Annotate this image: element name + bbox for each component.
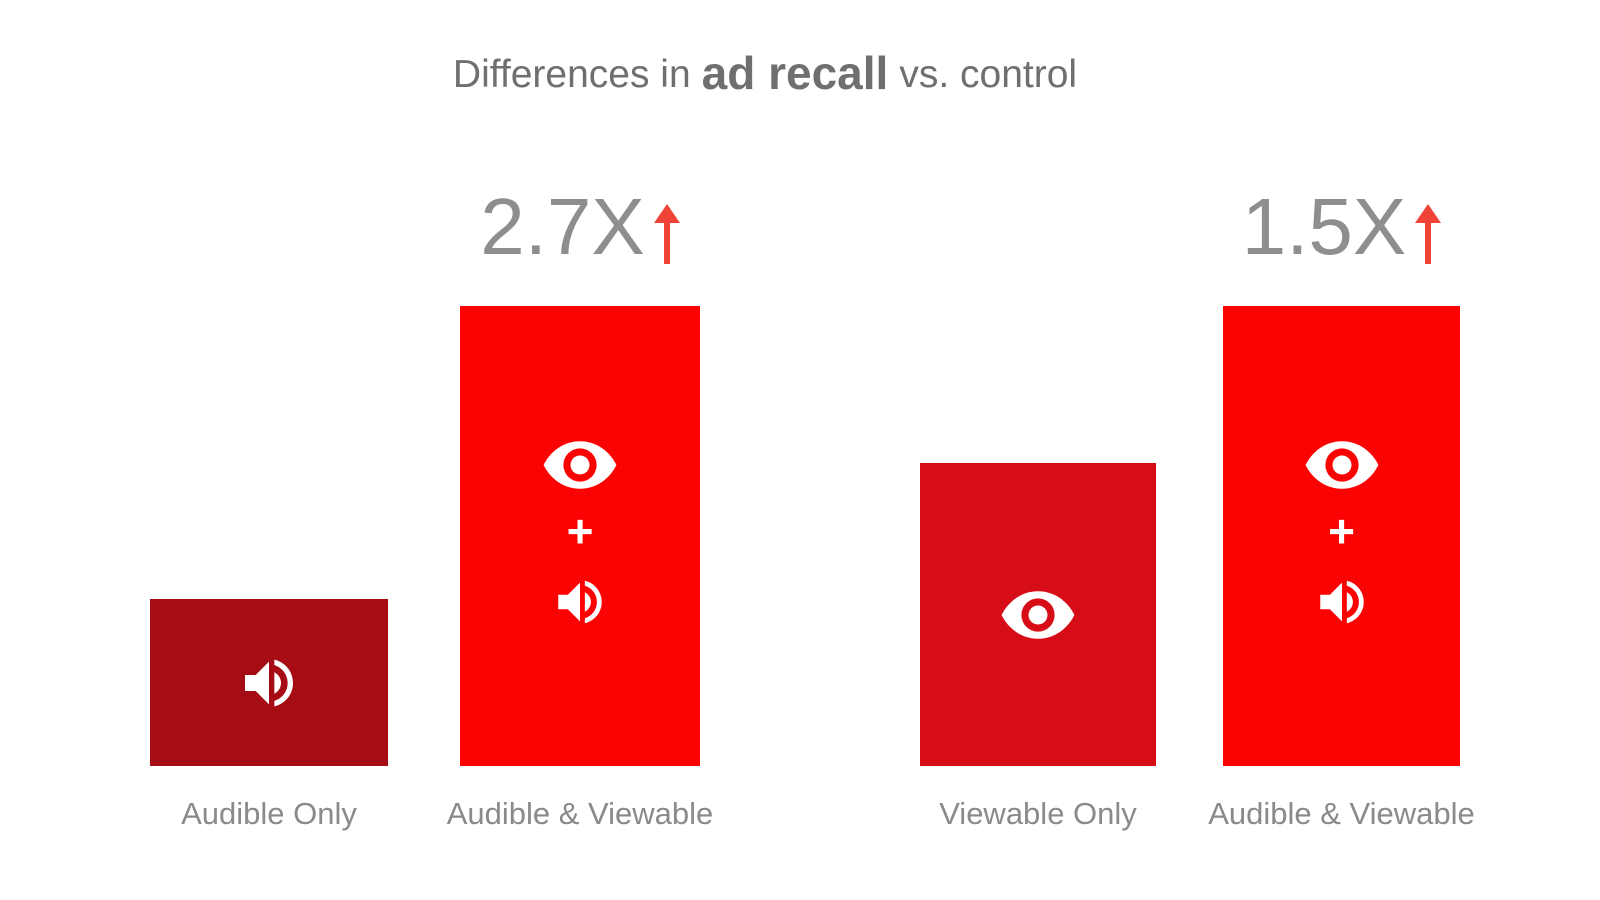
chart-title-emphasis: ad recall [701,47,889,99]
up-arrow-icon [1415,204,1442,264]
chart-title: Differences in ad recall vs. control [0,46,1530,100]
chart-title-prefix: Differences in [452,53,691,96]
eye-icon [542,441,618,489]
speaker-icon [551,573,609,631]
x-label-viewable-only: Viewable Only [939,796,1137,831]
bar-viewable-only [920,463,1156,766]
plus-icon: + [1328,505,1355,557]
plus-icon: + [566,505,594,557]
speaker-icon [1313,573,1371,631]
x-label-audible-and-viewable-right: Audible & Viewable [1208,796,1475,831]
speaker-icon [237,651,301,715]
x-label-audible-and-viewable-left: Audible & Viewable [446,796,714,831]
up-arrow-icon [653,204,680,264]
eye-icon [1304,441,1380,489]
multiplier-annotation-1-5x: 1.5X [1223,183,1460,267]
multiplier-value: 2.7X [480,182,645,271]
bar-audible-only [150,599,388,766]
bar-audible-and-viewable-right: + [1223,306,1460,766]
x-label-audible-only: Audible Only [181,796,357,831]
eye-icon [1000,590,1076,639]
bar-audible-and-viewable-left: + [460,306,700,766]
chart-title-suffix: vs. control [899,53,1078,96]
multiplier-annotation-2-7x: 2.7X [460,183,700,267]
multiplier-value: 1.5X [1241,182,1407,271]
